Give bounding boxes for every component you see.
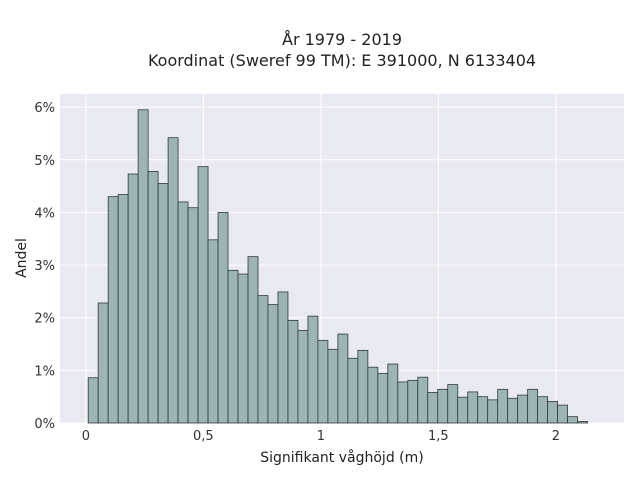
bar-21 [297,329,309,424]
bar-23 [317,339,329,424]
bar-9 [177,201,189,424]
y-axis-ticks: 0% 1% 2% 3% 4% 5% 6% [34,101,55,432]
x-axis-ticks: 0 0,5 1 1,5 2 [82,429,560,444]
y-tick-label-0: 0% [34,417,55,432]
bar-26 [347,357,359,424]
bar-10 [187,207,199,424]
bar-34 [427,392,439,424]
bar-18 [267,304,279,424]
y-axis-label: Andel [14,238,30,278]
x-axis-label: Signifikant våghöjd (m) [260,449,423,466]
bar-41 [497,388,509,424]
chart-title: År 1979 - 2019 [282,30,402,49]
bar-47 [557,404,568,424]
bar-19 [277,291,289,424]
bar-15 [237,273,249,424]
y-tick-label-5: 5% [34,154,55,169]
bar-3 [117,194,129,424]
bar-13 [217,212,229,424]
bar-8 [167,137,179,424]
bar-39 [477,396,489,424]
x-tick-label-3: 1,5 [428,429,449,444]
bar-31 [397,381,409,424]
y-tick-label-2: 2% [34,312,55,327]
bar-1 [97,302,109,424]
bar-0 [87,377,99,424]
bar-25 [337,333,349,424]
bar-28 [367,366,379,424]
x-tick-label-2: 1 [317,429,325,444]
chart-subtitle: Koordinat (Sweref 99 TM): E 391000, N 61… [148,51,536,70]
bar-38 [467,391,479,424]
y-tick-label-6: 6% [34,101,55,116]
y-tick-label-1: 1% [34,364,55,379]
bar-6 [147,170,159,424]
y-tick-label-3: 3% [34,259,55,274]
bar-12 [207,239,219,424]
bar-2 [107,196,119,424]
y-tick-label-4: 4% [34,206,55,221]
bar-43 [517,394,529,424]
bar-27 [357,349,369,424]
x-tick-label-4: 2 [552,429,560,444]
bar-29 [377,373,389,424]
bar-42 [507,397,519,424]
bar-17 [257,295,269,424]
bar-11 [197,166,209,424]
bar-4 [127,173,139,424]
bar-5 [137,109,149,424]
bar-32 [407,379,419,424]
bar-16 [247,256,259,424]
x-tick-label-1: 0,5 [193,429,214,444]
bar-33 [417,376,429,424]
bar-40 [487,399,499,424]
bar-30 [387,363,399,424]
bar-36 [447,384,459,424]
bar-14 [227,269,239,424]
bar-7 [157,183,169,424]
bar-37 [457,396,469,424]
bar-46 [547,401,559,424]
bar-48 [567,416,578,424]
bar-45 [537,396,549,424]
bars [87,109,588,424]
x-tick-label-0: 0 [82,429,90,444]
bar-49 [577,421,588,424]
bar-20 [287,319,299,424]
bar-22 [307,315,319,424]
bar-35 [437,388,449,424]
bar-24 [327,348,339,424]
bar-44 [527,388,539,424]
